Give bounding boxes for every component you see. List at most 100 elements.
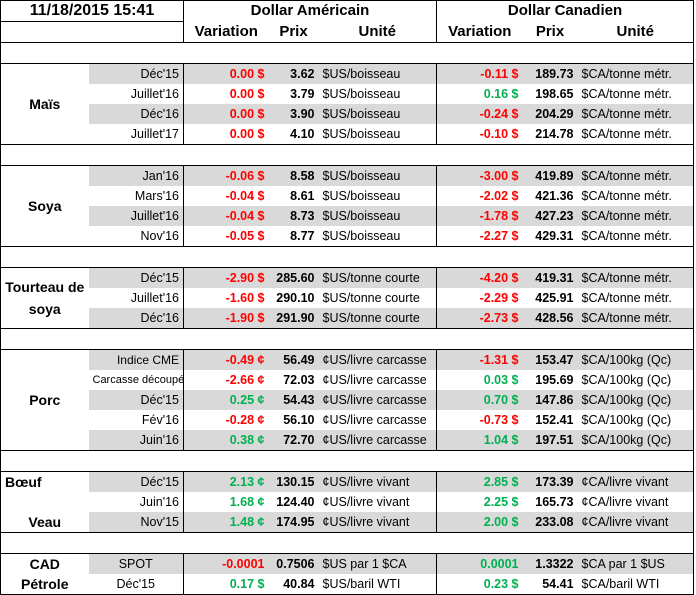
usd-price: 3.62 — [268, 63, 319, 84]
category-label: Soya — [0, 165, 89, 247]
cad-unit: ¢CA/livre vivant — [577, 512, 695, 533]
contract-month: Jan'16 — [88, 165, 184, 186]
usd-variation-header: Variation — [183, 21, 269, 43]
table-row: Juillet'16 -1.60 $ 290.10 $US/tonne courte -… — [1, 288, 695, 308]
contract-month: Carcasse découpée — [88, 370, 184, 390]
cad-price: 214.78 — [522, 124, 578, 145]
cad-price: 198.65 — [535, 87, 574, 101]
cad-unit-header: Unité — [577, 21, 695, 43]
separator-cell — [0, 450, 695, 472]
usd-unit: $US/boisseau — [318, 84, 438, 104]
usd-variation: -1.60 $ — [225, 291, 265, 305]
cad-unit: $CA par 1 $US — [577, 553, 695, 574]
cad-unit: ¢CA/livre vivant — [577, 471, 695, 492]
usd-variation: -1.90 $ — [183, 308, 269, 329]
usd-variation: -2.66 ¢ — [225, 373, 265, 387]
usd-unit: ¢US/livre vivant — [318, 492, 438, 512]
contract-month: Déc'15 — [88, 390, 184, 410]
table-row: Déc'16 0.00 $3.90 $US/boisseau -0.24 $204.2… — [1, 104, 695, 124]
cad-variation: -2.73 $ — [436, 308, 523, 329]
cad-unit: $CA/tonne métr. — [577, 226, 695, 247]
cad-price-header: Prix — [522, 21, 578, 43]
group-separator — [0, 144, 695, 166]
contract-month: Juin'16 — [88, 430, 184, 451]
usd-price: 291.90 — [268, 308, 319, 329]
usd-unit: ¢US/livre carcasse — [318, 390, 438, 410]
cad-price: 173.39 — [522, 471, 578, 492]
group-separator — [0, 450, 695, 472]
usd-variation: -0.05 $ — [183, 226, 269, 247]
row-category: Pétrole — [0, 574, 89, 595]
cad-unit: $CA/tonne métr. — [577, 124, 695, 145]
table-row: Veau Nov'15 1.48 ¢ 174.95 ¢US/livre vivant 2.… — [0, 512, 695, 533]
category-label: Tourteau de soya — [0, 267, 89, 329]
usd-unit: $US/boisseau — [318, 124, 438, 145]
group-separator — [0, 246, 695, 268]
usd-price: 124.40 — [276, 495, 315, 509]
usd-variation: 1.48 ¢ — [183, 512, 269, 533]
usd-variation: -0.49 ¢ — [183, 349, 269, 370]
table-row: Porc Indice CME -0.49 ¢ 56.49 ¢US/livre carc… — [0, 349, 695, 451]
cad-unit: $CA/tonne métr. — [577, 267, 695, 288]
cad-variation: -1.31 $ — [436, 349, 523, 370]
cad-variation: 0.23 $ — [436, 574, 523, 595]
cad-unit: $CA/100kg (Qc) — [577, 370, 695, 390]
cad-variation: 2.25 $ — [483, 495, 519, 509]
table-row: Juin'16 0.38 ¢ 72.70 ¢US/livre carcasse 1.04… — [1, 430, 695, 451]
cad-variation: -3.00 $ — [436, 165, 523, 186]
contract-month: Déc'16 — [88, 308, 184, 329]
cad-variation: -4.20 $ — [436, 267, 523, 288]
cad-price: 165.73 — [535, 495, 574, 509]
usd-variation: 0.00 $ — [183, 63, 269, 84]
cad-price: 204.29 — [522, 104, 578, 124]
cad-unit: $CA/tonne métr. — [577, 104, 695, 124]
table-row: Pétrole Déc'15 0.17 $40.84 $US/baril WTI 0.2… — [0, 574, 695, 595]
separator-cell — [0, 246, 695, 268]
usd-price: 3.79 — [290, 87, 315, 101]
cad-price: 233.08 — [522, 512, 578, 533]
cad-variation: -0.73 $ — [479, 413, 519, 427]
usd-price: 285.60 — [268, 267, 319, 288]
usd-unit: ¢US/livre vivant — [318, 471, 438, 492]
cad-unit: $CA/tonne métr. — [577, 84, 695, 104]
usd-price-header: Prix — [268, 21, 319, 43]
row-category: CAD — [0, 553, 89, 574]
usd-unit: $US/tonne courte — [318, 308, 438, 329]
category-label: Bœuf — [0, 471, 89, 512]
cad-variation: 0.0001 — [436, 553, 523, 574]
usd-unit: ¢US/livre carcasse — [318, 410, 438, 430]
cad-price: 1.3322 — [522, 553, 578, 574]
usd-price: 130.15 — [268, 471, 319, 492]
usd-price: 4.10 — [268, 124, 319, 145]
contract-month: SPOT — [88, 553, 184, 574]
usd-variation: 0.00 $ — [183, 124, 269, 145]
separator-cell — [0, 328, 695, 350]
cad-unit: $CA/baril WTI — [577, 574, 695, 595]
cad-variation: -2.27 $ — [436, 226, 523, 247]
category-label: Veau — [0, 512, 89, 533]
usd-unit: $US/tonne courte — [318, 267, 438, 288]
cad-price: 195.69 — [535, 373, 574, 387]
usd-price: 72.03 — [283, 373, 315, 387]
usd-price: 8.58 — [268, 165, 319, 186]
cad-variation: 0.16 $ — [483, 87, 519, 101]
cad-unit: $CA/100kg (Qc) — [577, 410, 695, 430]
usd-variation: 0.17 $ — [183, 574, 269, 595]
usd-variation: 0.00 $ — [183, 104, 269, 124]
table-row: Soya Jan'16 -0.06 $8.58 $US/boisseau -3.00 $… — [0, 165, 695, 247]
usd-unit: ¢US/livre vivant — [318, 512, 438, 533]
category-label: Maïs — [0, 63, 89, 145]
separator-cell — [0, 144, 695, 166]
usd-price: 8.61 — [290, 189, 315, 203]
table-row: CAD SPOT -0.0001 0.7506 $US par 1 $CA 0.0001 1… — [0, 553, 695, 574]
table-body: Maïs Déc'15 0.00 $3.62 $US/boisseau -0.11 $1… — [0, 42, 695, 595]
group-separator — [0, 42, 695, 64]
usd-unit: $US/tonne courte — [318, 288, 438, 308]
cad-unit: $CA/tonne métr. — [577, 288, 695, 308]
usd-unit: $US/boisseau — [318, 206, 438, 226]
table-row: Juillet'17 0.00 $4.10 $US/boisseau -0.10 $2… — [1, 124, 695, 145]
usd-price: 290.10 — [276, 291, 315, 305]
table-row: Juillet'16 0.00 $ 3.79 $US/boisseau 0.16 $ 19… — [1, 84, 695, 104]
usd-price: 8.73 — [268, 206, 319, 226]
